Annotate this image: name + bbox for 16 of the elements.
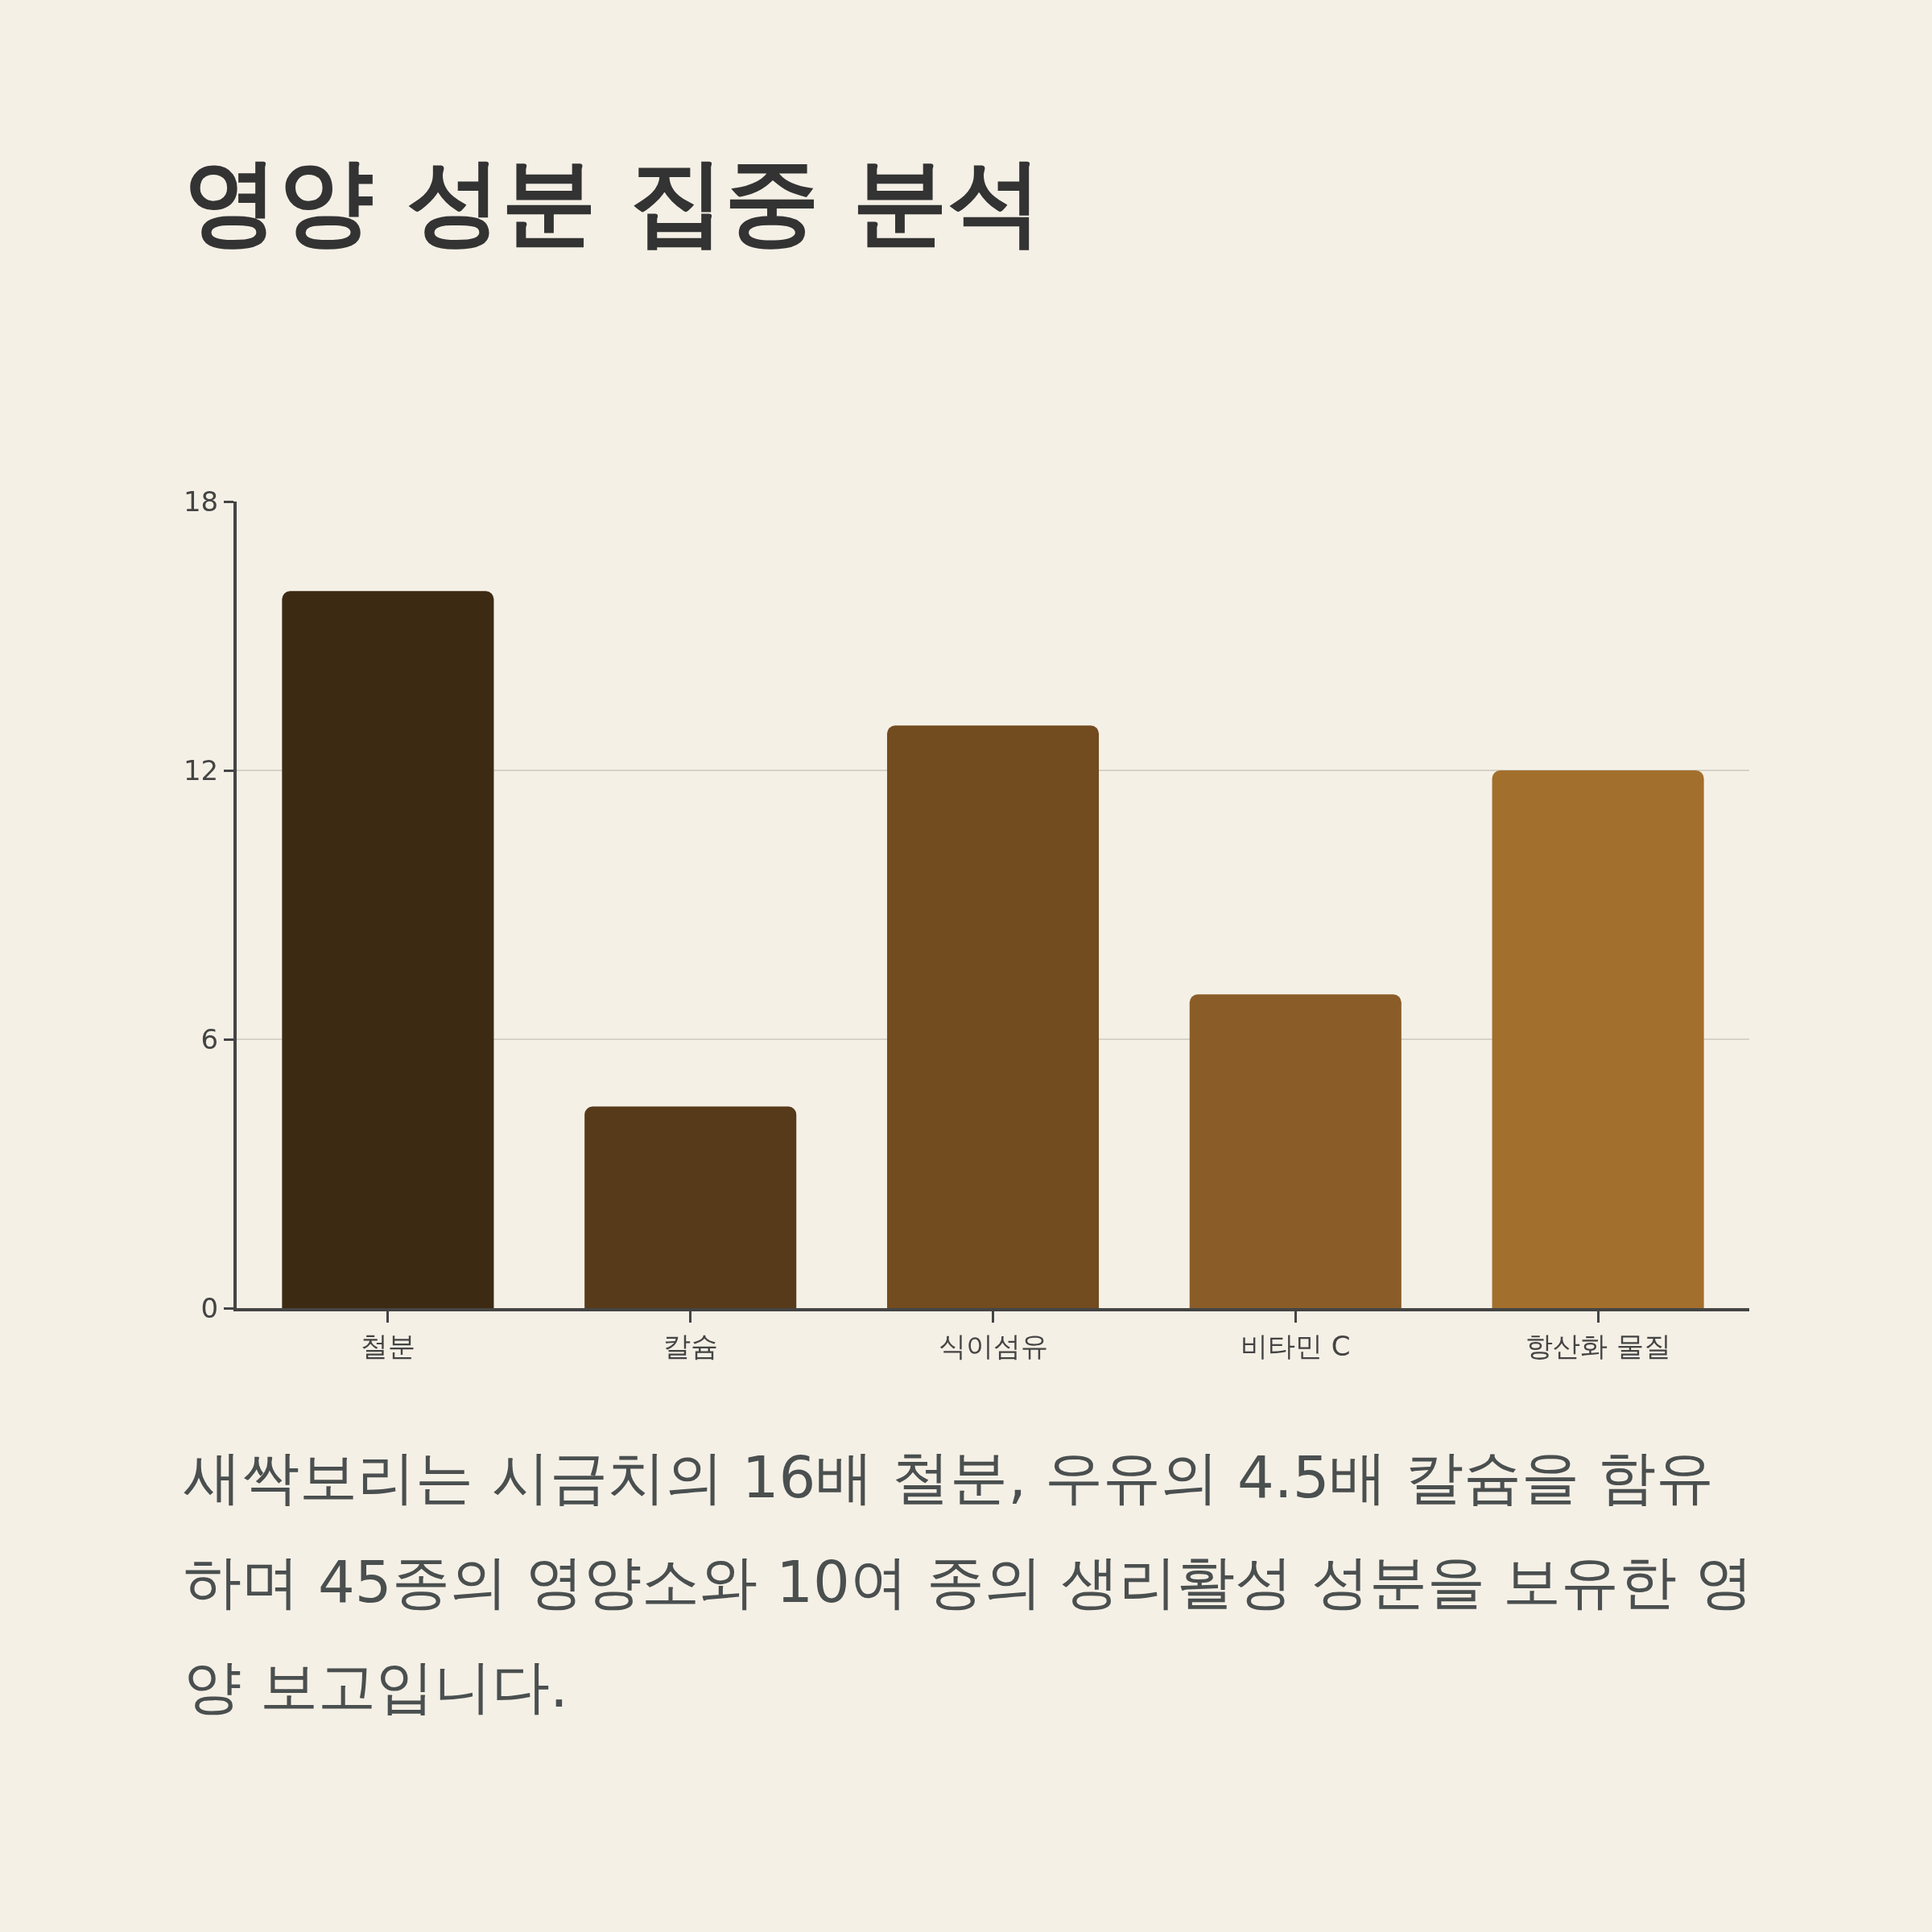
y-tick-label: 12 [183,753,219,786]
x-tick-label: 항산화 물질 [1525,1329,1671,1362]
chart-title: 영양 성분 집중 분석 [184,146,1043,258]
bar [1492,770,1704,1308]
y-tick-label: 0 [200,1291,219,1324]
bar [886,725,1100,1308]
bar [282,591,494,1308]
bar [584,1106,797,1308]
y-tick-label: 6 [200,1022,219,1055]
x-tick-label: 비타민 C [1241,1329,1351,1362]
bar [1189,994,1402,1308]
x-tick-label: 식이섬유 [938,1329,1048,1362]
x-tick-label: 철분 [360,1329,415,1362]
text: 새싹보리는 시금치의 16배 철분, 우유의 4.5배 칼슘을 함유하며 45종의 영양소와 10여 종의 생리활성 성분을 보유한 영양 보고입니다. [184,1443,1755,1722]
x-tick-label: 칼슘 [663,1329,718,1362]
y-tick-label: 18 [183,485,219,518]
